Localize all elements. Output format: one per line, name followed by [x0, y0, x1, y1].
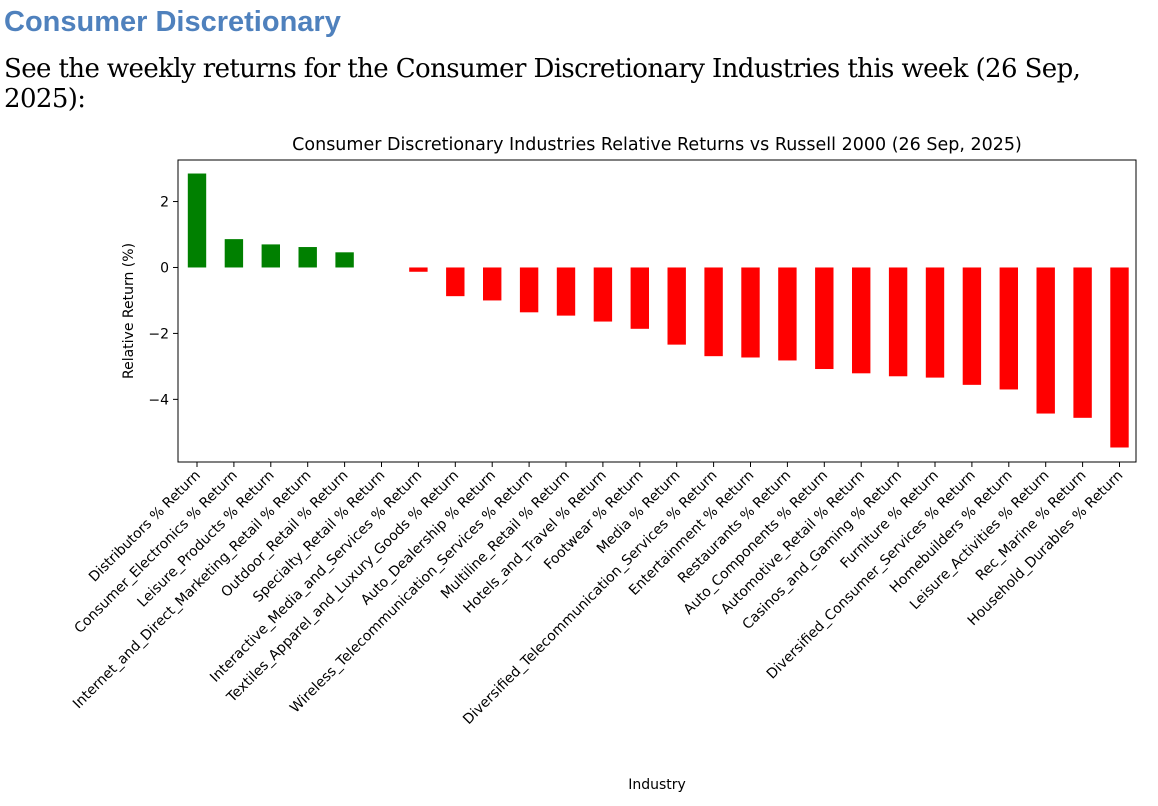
- bar: [409, 267, 428, 272]
- bar: [446, 267, 465, 297]
- bar: [815, 267, 834, 370]
- chart-title: Consumer Discretionary Industries Relati…: [292, 135, 1022, 155]
- bar: [667, 267, 686, 345]
- bar: [335, 252, 354, 268]
- bar: [519, 267, 539, 313]
- section-heading: Consumer Discretionary: [4, 6, 341, 38]
- bar: [1073, 267, 1092, 418]
- bar: [593, 267, 613, 322]
- y-tick-label: 0: [160, 260, 169, 276]
- plot-frame: [177, 159, 1137, 463]
- bar: [888, 267, 908, 377]
- bar: [852, 267, 871, 374]
- intro-text: See the weekly returns for the Consumer …: [4, 54, 1081, 114]
- bar: [1036, 267, 1055, 414]
- y-axis-label: Relative Return (%): [121, 243, 137, 379]
- bar: [704, 267, 723, 357]
- bar: [483, 267, 502, 301]
- bar: [1110, 267, 1129, 448]
- bar: [630, 267, 649, 329]
- y-tick-label: −4: [148, 392, 169, 408]
- bar: [261, 244, 280, 268]
- x-tick-label: Consumer_Electronics % Return: [71, 468, 240, 637]
- bar: [778, 267, 797, 361]
- bar: [999, 267, 1018, 390]
- x-axis-label: Industry: [628, 777, 686, 793]
- bar: [925, 267, 945, 378]
- bar: [962, 267, 982, 385]
- bar: [224, 239, 244, 268]
- y-tick-label: 2: [160, 195, 169, 211]
- bar: [556, 267, 576, 316]
- y-tick-label: −2: [148, 326, 169, 342]
- bar: [741, 267, 760, 358]
- bar: [187, 173, 207, 268]
- bar: [298, 247, 317, 268]
